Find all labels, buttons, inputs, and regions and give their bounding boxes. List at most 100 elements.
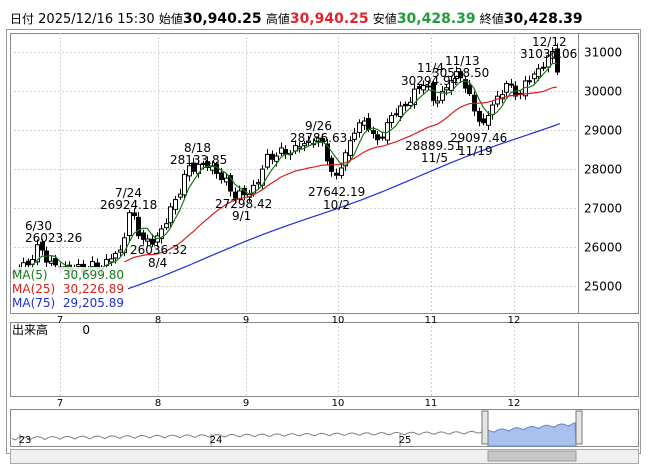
date-label: 日付 <box>10 12 35 26</box>
candle-up <box>224 177 229 183</box>
annotation-date: 12/12 <box>532 35 567 49</box>
candle-up <box>449 80 454 91</box>
annotation-date: 8/4 <box>148 256 167 270</box>
candle-up <box>412 88 417 106</box>
high-label: 高値 <box>265 12 290 26</box>
candle-down <box>40 241 45 251</box>
candle-down <box>555 48 560 73</box>
annotation-value: 27298.42 <box>215 197 272 211</box>
scrollbar-thumb[interactable] <box>487 450 577 462</box>
candle-up <box>339 167 344 176</box>
annotation-value: 28889.51 <box>405 139 462 153</box>
candle-up <box>398 105 403 117</box>
annotation-value: 30538.50 <box>432 66 489 80</box>
candle-up <box>532 73 537 80</box>
candle-down <box>334 172 339 176</box>
candle-down <box>509 83 514 86</box>
low-label: 安値 <box>372 12 397 26</box>
candle-up <box>486 115 491 126</box>
annotation-value: 27642.19 <box>308 185 365 199</box>
candle-up <box>168 206 173 224</box>
candle-up <box>550 50 555 59</box>
candle-down <box>325 143 330 162</box>
candle-up <box>435 100 440 104</box>
navigator-selected-range[interactable] <box>487 422 577 447</box>
datetime-value: 2025/12/16 15:30 <box>38 12 155 27</box>
candle-up <box>159 228 164 240</box>
candle-down <box>136 216 141 237</box>
candle-up <box>237 190 242 200</box>
legend-ma75-value: 29,205.89 <box>63 296 124 310</box>
annotation-value: 31036.06 <box>520 47 577 61</box>
y-tick-label: 28000 <box>584 163 622 177</box>
candle-up <box>527 80 532 83</box>
legend-ma25-label: MA(25) <box>12 282 55 296</box>
candle-up <box>362 120 367 126</box>
candle-up <box>182 173 187 196</box>
navigator-year-label: 24 <box>210 435 223 446</box>
navigator-right-handle[interactable] <box>575 410 583 445</box>
candle-down <box>150 238 155 245</box>
candle-up <box>357 122 362 133</box>
navigator-year-label: 23 <box>19 435 32 446</box>
candle-up <box>274 155 279 162</box>
volume-label: 出来高 <box>12 322 48 337</box>
candle-up <box>536 68 541 78</box>
annotation-date: 10/2 <box>323 198 350 212</box>
candle-up <box>348 140 353 156</box>
legend-box <box>11 267 125 312</box>
candle-up <box>444 87 449 91</box>
close-label: 終値 <box>479 12 504 26</box>
candle-up <box>421 85 426 91</box>
x-tick-label-volume: 8 <box>155 398 161 409</box>
candle-down <box>228 175 233 192</box>
x-tick-label: 12 <box>508 315 521 326</box>
candle-up <box>127 212 132 237</box>
candle-up <box>113 252 118 259</box>
candle-up <box>426 85 431 88</box>
candle-down <box>375 134 380 141</box>
y-tick-label: 25000 <box>584 280 622 294</box>
candle-up <box>76 264 81 267</box>
close-value: 30,428.39 <box>503 11 583 27</box>
candle-down <box>463 79 468 89</box>
candle-up <box>297 146 302 149</box>
candle-down <box>191 162 196 172</box>
candle-up <box>178 193 183 198</box>
scrollbar-track[interactable] <box>10 449 639 464</box>
legend-ma5-value: 30,699.80 <box>63 268 124 282</box>
navigator-frame <box>10 409 639 447</box>
candle-up <box>49 260 54 264</box>
annotation-date: 9/26 <box>305 119 332 133</box>
candle-up <box>394 113 399 116</box>
high-value: 30,940.25 <box>289 11 369 27</box>
x-tick-label: 9 <box>243 315 249 326</box>
x-tick-label-volume: 12 <box>508 398 521 409</box>
y-tick-label: 27000 <box>584 202 622 216</box>
candle-up <box>504 83 509 93</box>
x-tick-label: 10 <box>332 315 345 326</box>
volume-panel-frame <box>10 322 639 397</box>
candle-up <box>30 259 35 265</box>
annotation-value: 29097.46 <box>450 131 507 145</box>
annotation-date: 6/30 <box>25 219 52 233</box>
candle-up <box>440 90 445 101</box>
y-tick-label: 31000 <box>584 46 622 60</box>
candle-up <box>90 261 95 268</box>
annotation-date: 9/1 <box>232 209 251 223</box>
navigator-year-label: 25 <box>399 435 412 446</box>
annotation-value: 26036.32 <box>130 243 187 257</box>
candle-down <box>270 153 275 160</box>
candle-down <box>380 136 385 139</box>
navigator-left-handle[interactable] <box>481 410 489 445</box>
candle-up <box>164 223 169 229</box>
candle-down <box>467 84 472 95</box>
candle-down <box>26 260 31 266</box>
candle-up <box>389 115 394 123</box>
candle-up <box>265 153 270 168</box>
y-tick-label: 26000 <box>584 241 622 255</box>
annotation-date: 7/24 <box>115 186 142 200</box>
ma25-line <box>124 86 557 263</box>
low-value: 30,428.39 <box>396 11 476 27</box>
